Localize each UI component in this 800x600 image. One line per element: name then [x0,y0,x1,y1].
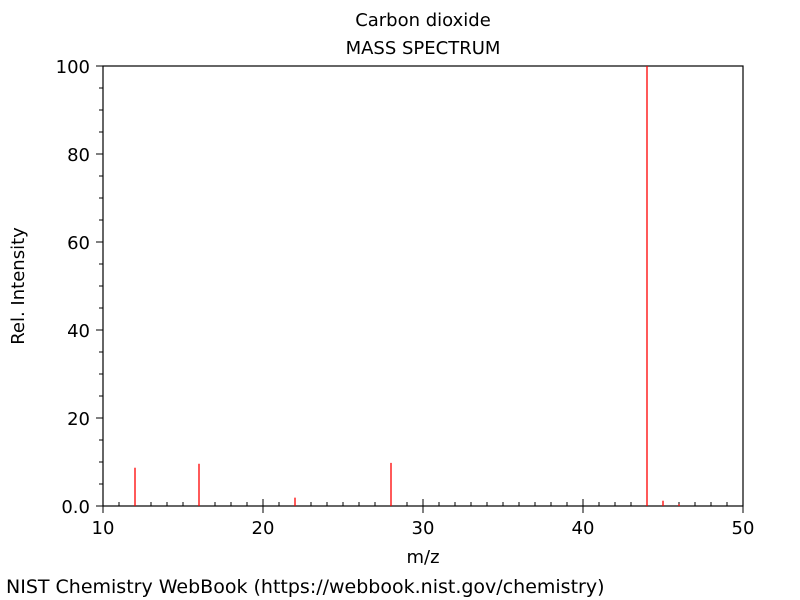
y-tick-label: 40 [67,321,90,342]
y-tick-label: 80 [67,145,90,166]
x-axis-ticks: 10 20 30 40 50 [92,499,755,539]
x-tick-label: 40 [572,518,595,539]
minor-ticks [99,87,728,506]
x-tick-label: 30 [412,518,435,539]
y-tick-label: 60 [67,233,90,254]
y-tick-label: 20 [67,409,90,430]
x-tick-label: 10 [92,518,115,539]
chart-subtitle: MASS SPECTRUM [345,38,501,59]
spectrum-peaks [134,66,680,506]
y-tick-label: 0.0 [61,497,90,518]
y-axis-label: Rel. Intensity [8,227,29,345]
source-credit: NIST Chemistry WebBook (https://webbook.… [6,576,605,598]
y-axis-ticks: 0.0 20 40 60 80 100 [56,57,103,518]
x-tick-label: 50 [732,518,755,539]
y-tick-label: 100 [56,57,90,78]
x-tick-label: 20 [252,518,275,539]
x-axis-label: m/z [406,547,439,568]
chart-title: Carbon dioxide [355,10,491,31]
